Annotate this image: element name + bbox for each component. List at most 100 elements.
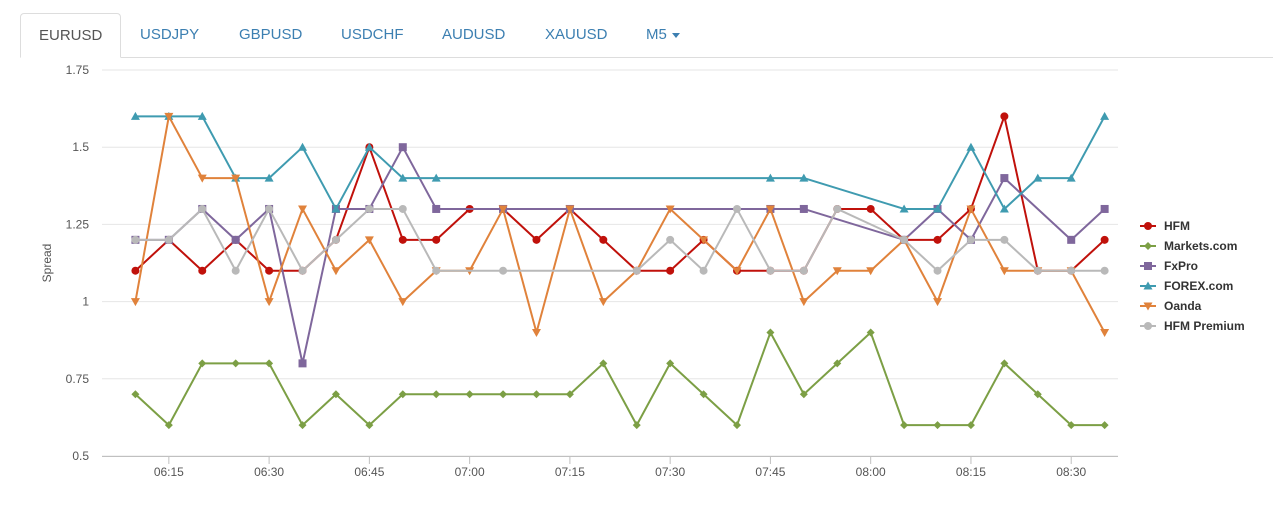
data-point-oanda (799, 298, 809, 307)
data-point-hfm-premium (632, 266, 641, 275)
y-tick-label: 1.25 (66, 217, 90, 231)
data-point-markets-com (799, 390, 808, 399)
data-point-hfm (198, 266, 207, 275)
data-point-hfm-premium (966, 235, 975, 244)
data-point-oanda (264, 298, 274, 307)
data-point-markets-com (231, 359, 240, 368)
data-point-hfm-premium (432, 266, 441, 275)
data-point-markets-com (666, 359, 675, 368)
tab-bar-divider (20, 57, 1273, 58)
data-point-hfm-premium (733, 204, 741, 213)
data-point-forex-com (1033, 173, 1043, 182)
legend-marker-markets-com (1144, 242, 1152, 250)
data-point-forex-com (364, 142, 374, 151)
tab-xauusd[interactable]: XAUUSD (545, 26, 608, 43)
data-point-fxpro (799, 204, 808, 213)
tab-audusd[interactable]: AUDUSD (442, 26, 506, 43)
data-point-oanda (197, 174, 207, 183)
data-point-oanda (331, 267, 341, 276)
data-point-hfm-premium (1067, 266, 1076, 275)
data-point-oanda (732, 267, 742, 276)
symbol-tabs: EURUSD USDJPY GBPUSD USDCHF AUDUSD XAUUS… (0, 0, 1287, 58)
data-point-fxpro (298, 359, 307, 368)
data-point-hfm-premium (164, 235, 173, 244)
data-point-hfm-premium (198, 204, 207, 213)
data-point-forex-com (1100, 111, 1110, 120)
data-point-markets-com (766, 328, 775, 337)
data-point-forex-com (966, 142, 976, 151)
y-tick-label: 0.5 (72, 449, 89, 463)
data-point-hfm-premium (331, 235, 340, 244)
data-point-fxpro (432, 204, 441, 213)
data-point-forex-com (431, 173, 441, 182)
data-point-markets-com (465, 390, 474, 399)
tab-gbpusd[interactable]: GBPUSD (239, 26, 303, 43)
data-point-markets-com (866, 328, 875, 337)
tab-usdchf[interactable]: USDCHF (341, 26, 404, 43)
data-point-oanda (598, 298, 608, 307)
y-tick-label: 1.5 (72, 140, 89, 154)
data-point-markets-com (164, 421, 173, 430)
y-tick-label: 1 (82, 295, 89, 309)
data-point-hfm-premium (398, 204, 407, 213)
x-tick-label: 08:30 (1056, 465, 1086, 479)
data-point-oanda (398, 298, 408, 307)
data-point-markets-com (599, 359, 608, 368)
data-point-oanda (130, 298, 140, 307)
data-point-markets-com (131, 390, 140, 399)
data-point-hfm (666, 266, 675, 275)
data-point-markets-com (1033, 390, 1042, 399)
data-point-markets-com (833, 359, 842, 368)
legend-marker-hfm (1144, 222, 1152, 230)
x-tick-label: 07:45 (755, 465, 785, 479)
series-line-hfm (134, 115, 1106, 272)
data-point-hfm-premium (298, 266, 307, 275)
data-point-markets-com (1100, 421, 1109, 430)
data-point-fxpro (1100, 204, 1109, 213)
data-point-forex-com (331, 204, 341, 213)
data-point-hfm-premium (1000, 235, 1009, 244)
data-point-hfm (432, 235, 441, 244)
data-point-hfm-premium (1100, 266, 1109, 275)
data-point-hfm (131, 266, 140, 275)
data-point-hfm-premium (499, 266, 508, 275)
timeframe-dropdown[interactable]: M5 (646, 13, 680, 58)
data-point-oanda (966, 205, 976, 214)
data-point-oanda (999, 267, 1009, 276)
data-point-oanda (665, 205, 675, 214)
data-point-fxpro (398, 143, 407, 152)
data-point-markets-com (699, 390, 708, 399)
data-point-markets-com (331, 390, 340, 399)
legend-label-forex-com: FOREX.com (1164, 279, 1233, 293)
data-point-hfm (933, 235, 942, 244)
data-point-fxpro (231, 235, 240, 244)
data-point-forex-com (999, 204, 1009, 213)
data-point-forex-com (398, 173, 408, 182)
data-point-markets-com (298, 421, 307, 430)
legend-label-hfm: HFM (1164, 219, 1190, 233)
data-point-hfm-premium (131, 235, 140, 244)
series-line-forex-com (135, 115, 1106, 210)
data-point-forex-com (899, 204, 909, 213)
legend-label-markets-com: Markets.com (1164, 239, 1237, 253)
legend-label-hfm-premium: HFM Premium (1164, 319, 1245, 333)
data-point-hfm-premium (231, 266, 240, 275)
data-point-forex-com (130, 111, 140, 120)
data-point-markets-com (499, 390, 508, 399)
data-point-forex-com (298, 142, 308, 151)
data-point-markets-com (565, 390, 574, 399)
data-point-hfm-premium (799, 266, 808, 275)
data-point-oanda (933, 298, 943, 307)
data-point-oanda (531, 328, 541, 337)
tab-usdjpy[interactable]: USDJPY (140, 26, 200, 43)
data-point-hfm-premium (766, 266, 775, 275)
x-tick-label: 07:15 (555, 465, 585, 479)
x-tick-label: 08:15 (956, 465, 986, 479)
legend-marker-hfm-premium (1144, 322, 1152, 330)
data-point-fxpro (1067, 235, 1076, 244)
data-point-hfm-premium (265, 204, 274, 213)
data-point-markets-com (1067, 421, 1076, 430)
data-point-oanda (364, 236, 374, 245)
tab-eurusd[interactable]: EURUSD (20, 13, 122, 58)
